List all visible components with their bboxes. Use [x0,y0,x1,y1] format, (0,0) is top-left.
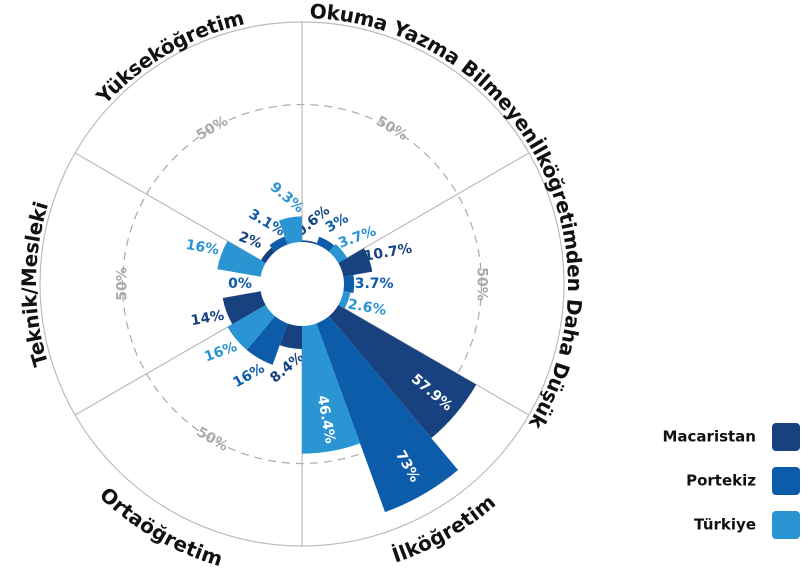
r-tick-label: 50% [194,424,231,455]
bar [302,323,361,454]
r-tick-label: 50% [373,113,410,144]
bar [338,248,373,277]
legend-label: Portekiz [686,472,756,490]
bar [278,216,302,245]
bar [343,274,355,294]
value-label: 2% [236,229,264,252]
legend-label: Türkiye [694,516,756,534]
bar [302,240,317,245]
r-tick-label: 50% [194,113,231,144]
bar [269,236,288,252]
category-label-text: Teknik/Mesleki [16,199,52,370]
bar [328,305,477,439]
value-label: 0% [228,276,252,292]
category-label: Teknik/Mesleki [16,199,52,370]
value-label: 16% [185,237,221,259]
category-label: İlköğretimden Daha Düşük [524,134,587,434]
legend-swatch [772,511,800,539]
bar [328,244,348,263]
value-label: 3.7% [355,276,394,292]
bar [217,241,266,277]
category-label: Yükseköğretim [90,5,246,109]
value-label: 2.6% [346,296,387,318]
bar [260,247,276,263]
value-label: 14% [190,308,226,330]
category-label-text: Ortaöğretim [95,482,225,571]
bar [246,316,288,365]
value-label: 16% [230,360,267,391]
category-label-text: Yükseköğretim [90,5,246,109]
bar [227,305,276,350]
bar [316,236,335,252]
sector-line [338,152,530,264]
inner-hole [261,243,343,325]
bar [222,291,266,325]
bar [316,316,459,513]
bar [279,323,302,350]
value-label: 16% [202,339,239,365]
legend-swatch [772,467,800,495]
category-label-text: İlköğretimden Daha Düşük [524,134,587,434]
category-label: Ortaöğretim [95,482,225,571]
r-tick-label: 50% [474,267,490,301]
bar [260,276,261,292]
value-label: 9.3% [267,179,307,216]
legend-swatch [772,423,800,451]
r-tick-label: 50% [115,267,131,301]
bar [338,291,351,309]
legend-label: Macaristan [662,428,756,446]
